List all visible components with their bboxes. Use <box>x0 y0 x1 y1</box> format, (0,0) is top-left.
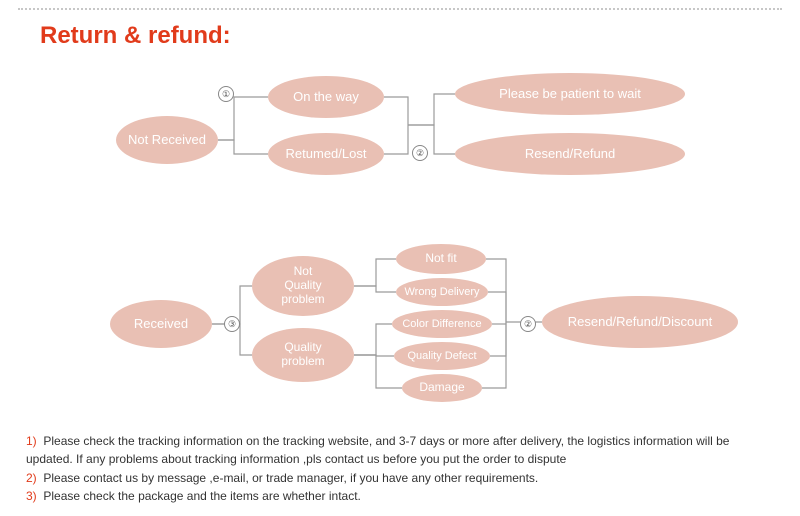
bubble-not-quality-problem: Not Quality problem <box>252 256 354 316</box>
note-2-num: 2) <box>26 471 37 485</box>
bubble-color-difference: Color Difference <box>392 310 492 338</box>
bubble-wrong-delivery: Wrong Delivery <box>396 278 488 306</box>
note-1: 1) Please check the tracking information… <box>26 432 774 469</box>
bubble-quality-defect: Quality Defect <box>394 342 490 370</box>
note-2-text: Please contact us by message ,e-mail, or… <box>43 471 538 485</box>
note-2: 2) Please contact us by message ,e-mail,… <box>26 469 774 488</box>
step-badge-2b: ② <box>520 316 536 332</box>
return-refund-diagram: Return & refund: Not Received ① ② On the… <box>0 0 800 516</box>
bubble-quality-problem: Quality problem <box>252 328 354 382</box>
flow2-connectors <box>0 0 800 440</box>
bubble-damage: Damage <box>402 374 482 402</box>
notes-block: 1) Please check the tracking information… <box>26 432 774 506</box>
note-1-text: Please check the tracking information on… <box>26 434 729 467</box>
note-1-num: 1) <box>26 434 37 448</box>
note-3-text: Please check the package and the items a… <box>43 489 361 503</box>
note-3-num: 3) <box>26 489 37 503</box>
note-3: 3) Please check the package and the item… <box>26 487 774 506</box>
bubble-received: Received <box>110 300 212 348</box>
bubble-not-fit: Not fit <box>396 244 486 274</box>
step-badge-3: ③ <box>224 316 240 332</box>
bubble-resend-refund-discount: Resend/Refund/Discount <box>542 296 738 348</box>
